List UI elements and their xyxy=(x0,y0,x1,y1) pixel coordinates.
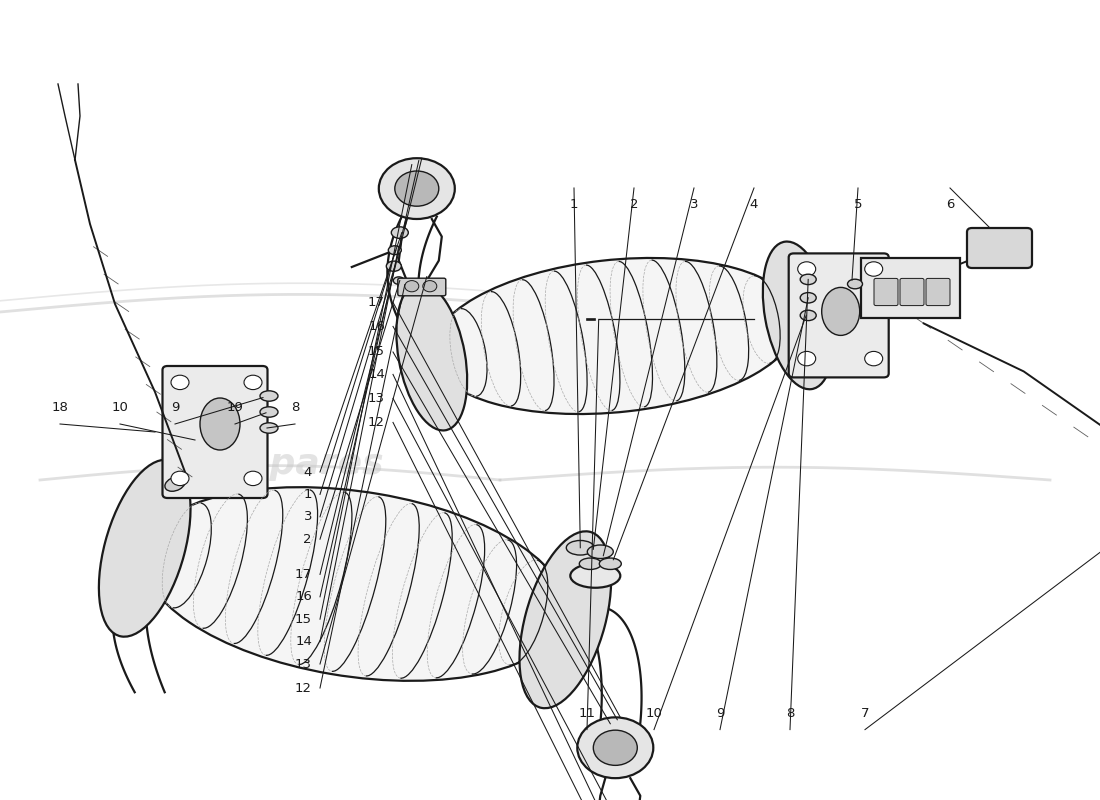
Ellipse shape xyxy=(580,558,602,570)
Ellipse shape xyxy=(800,274,816,285)
Ellipse shape xyxy=(800,293,816,303)
Text: 1: 1 xyxy=(570,198,579,210)
Ellipse shape xyxy=(587,545,614,558)
Circle shape xyxy=(405,281,419,292)
Circle shape xyxy=(578,718,653,778)
Text: eurospares: eurospares xyxy=(156,447,384,481)
Text: 14: 14 xyxy=(295,635,312,648)
Text: 4: 4 xyxy=(750,198,758,210)
Text: 8: 8 xyxy=(785,707,794,720)
Ellipse shape xyxy=(260,422,278,434)
Ellipse shape xyxy=(800,310,816,321)
Text: 14: 14 xyxy=(368,368,385,381)
Ellipse shape xyxy=(519,531,612,708)
Text: 17: 17 xyxy=(295,568,312,581)
Ellipse shape xyxy=(260,406,278,417)
FancyBboxPatch shape xyxy=(860,258,959,318)
FancyBboxPatch shape xyxy=(967,228,1032,268)
Text: 2: 2 xyxy=(304,533,312,546)
Ellipse shape xyxy=(165,477,185,491)
FancyBboxPatch shape xyxy=(789,254,889,378)
Ellipse shape xyxy=(847,279,862,289)
Text: 12: 12 xyxy=(368,416,385,429)
Text: 3: 3 xyxy=(690,198,698,210)
Circle shape xyxy=(865,262,882,276)
Ellipse shape xyxy=(200,398,240,450)
Text: 2: 2 xyxy=(629,198,638,210)
Circle shape xyxy=(378,158,454,219)
Text: 13: 13 xyxy=(295,658,312,670)
Text: 13: 13 xyxy=(368,392,385,405)
Ellipse shape xyxy=(762,242,834,390)
Ellipse shape xyxy=(431,258,799,414)
Text: 1: 1 xyxy=(304,488,312,501)
Text: 19: 19 xyxy=(227,402,243,414)
Circle shape xyxy=(170,375,189,390)
Ellipse shape xyxy=(99,460,190,637)
Text: 5: 5 xyxy=(854,198,862,210)
Text: 3: 3 xyxy=(304,510,312,523)
FancyBboxPatch shape xyxy=(900,278,924,306)
Text: 15: 15 xyxy=(368,346,385,358)
Ellipse shape xyxy=(143,487,566,681)
FancyBboxPatch shape xyxy=(398,278,446,296)
Ellipse shape xyxy=(396,282,468,430)
Circle shape xyxy=(422,281,437,292)
Ellipse shape xyxy=(388,246,401,254)
Ellipse shape xyxy=(392,227,408,238)
Ellipse shape xyxy=(570,564,620,588)
Ellipse shape xyxy=(600,558,621,570)
Circle shape xyxy=(798,351,816,366)
Text: 6: 6 xyxy=(946,198,954,210)
Text: 16: 16 xyxy=(295,590,312,603)
Circle shape xyxy=(395,171,439,206)
Text: 10: 10 xyxy=(111,402,129,414)
Text: 4: 4 xyxy=(304,466,312,478)
Circle shape xyxy=(865,351,882,366)
Ellipse shape xyxy=(566,541,594,555)
FancyBboxPatch shape xyxy=(926,278,950,306)
Ellipse shape xyxy=(822,287,860,335)
Text: 16: 16 xyxy=(368,320,385,333)
Ellipse shape xyxy=(394,277,405,284)
Text: 17: 17 xyxy=(368,296,385,309)
Text: 9: 9 xyxy=(170,402,179,414)
FancyBboxPatch shape xyxy=(874,278,898,306)
FancyBboxPatch shape xyxy=(163,366,267,498)
Ellipse shape xyxy=(386,261,402,271)
Text: eurospares: eurospares xyxy=(536,303,764,337)
Circle shape xyxy=(170,471,189,486)
Text: 18: 18 xyxy=(52,402,68,414)
Ellipse shape xyxy=(260,391,278,402)
Text: 9: 9 xyxy=(716,707,724,720)
Circle shape xyxy=(244,471,262,486)
Circle shape xyxy=(593,730,637,766)
Circle shape xyxy=(244,375,262,390)
Text: 10: 10 xyxy=(646,707,662,720)
Text: 15: 15 xyxy=(295,613,312,626)
Text: 8: 8 xyxy=(290,402,299,414)
Text: 11: 11 xyxy=(579,707,595,720)
Circle shape xyxy=(798,262,816,276)
Text: 7: 7 xyxy=(860,707,869,720)
Text: 12: 12 xyxy=(295,682,312,694)
